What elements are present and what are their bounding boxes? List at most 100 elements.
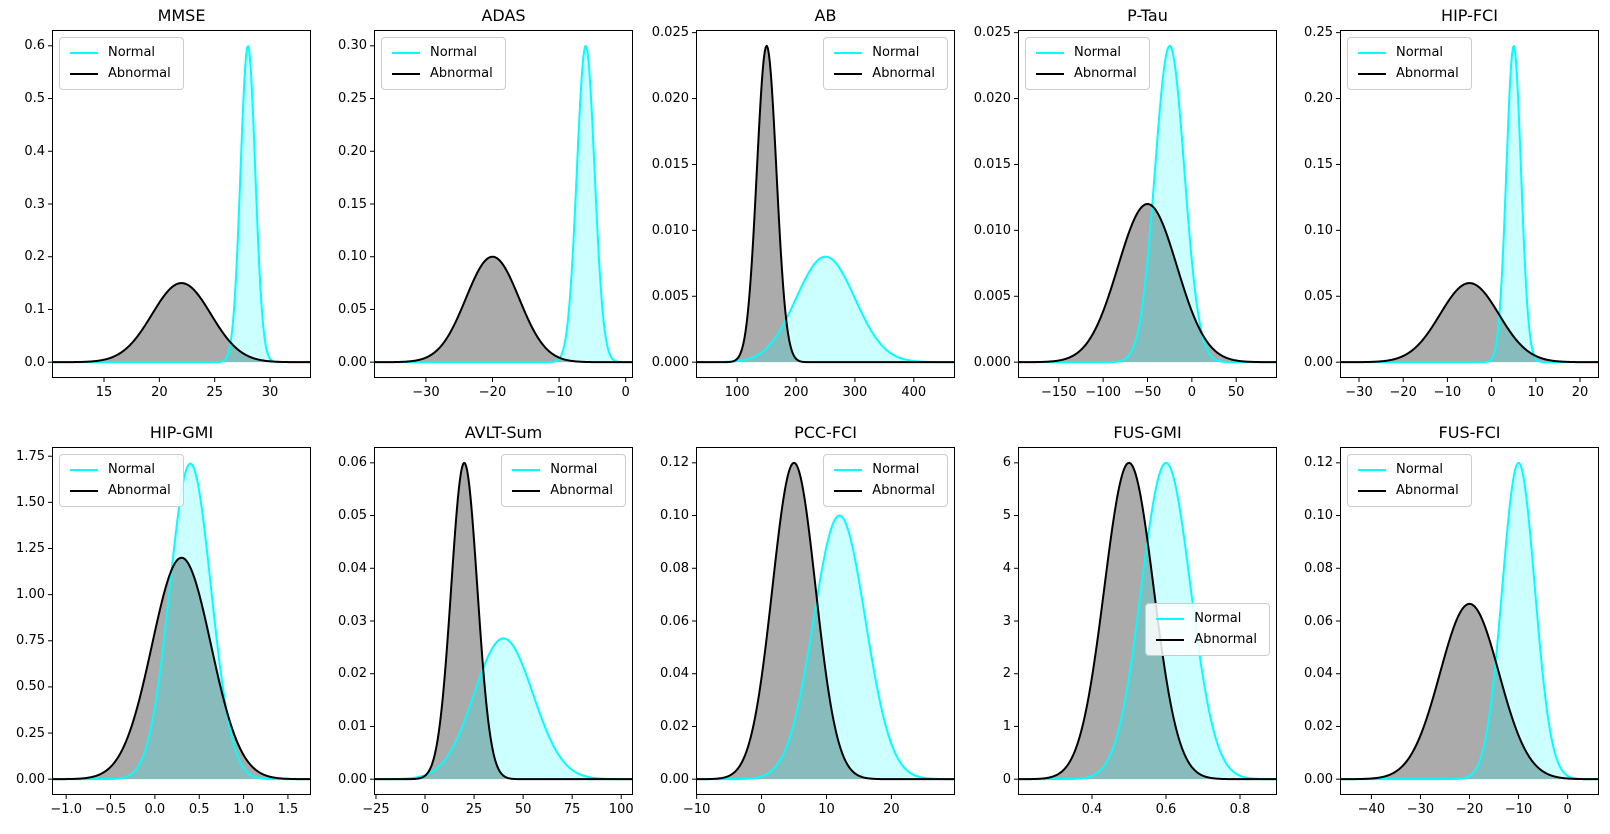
normal-density-fill <box>696 256 955 363</box>
y-tick-label: 0.75 <box>16 633 45 649</box>
axes-frame <box>1018 447 1277 795</box>
subplot-adas: ADAS Normal Abnormal −30 −20 −10 0 0.00 0.05 0… <box>322 0 644 417</box>
x-tick-label: 1.0 <box>233 802 254 817</box>
subplot-title: PCC-FCI <box>794 423 857 442</box>
x-tick-label: −40 <box>1357 802 1386 817</box>
y-tick-label: 0.1 <box>24 301 45 317</box>
y-tick-label: 0.02 <box>660 718 689 734</box>
legend-label-normal: Normal <box>1074 45 1122 60</box>
y-tick-label: 2 <box>1002 666 1011 682</box>
y-tick-label: 0.06 <box>338 455 367 471</box>
x-tick-label: 10 <box>1527 385 1545 400</box>
abnormal-density-line <box>1018 461 1277 781</box>
legend-label-normal: Normal <box>550 462 598 477</box>
legend: Normal Abnormal <box>1347 454 1472 507</box>
legend-row-abnormal: Abnormal <box>70 483 171 499</box>
y-tick-label: 0 <box>1002 771 1011 787</box>
legend-label-normal: Normal <box>430 45 478 60</box>
legend-label-abnormal: Abnormal <box>872 66 935 81</box>
normal-line-swatch-icon <box>392 52 420 54</box>
abnormal-density-fill <box>1018 204 1277 363</box>
y-tick-label: 0.50 <box>16 679 45 695</box>
legend: Normal Abnormal <box>59 454 184 507</box>
y-tick-label: 6 <box>1002 455 1011 471</box>
normal-density-line <box>1340 461 1599 781</box>
y-tick-label: 0.06 <box>660 613 689 629</box>
x-tick-label: −20 <box>478 385 507 400</box>
subplot-title: AB <box>814 6 837 25</box>
y-tick-label: 0.04 <box>1304 666 1333 682</box>
y-tick-label: 0.00 <box>338 354 367 370</box>
x-tick-label: 75 <box>563 802 581 817</box>
legend-row-abnormal: Abnormal <box>1036 66 1137 82</box>
y-tick-label: 0.02 <box>338 666 367 682</box>
legend-label-normal: Normal <box>108 45 156 60</box>
y-tick-label: 0.000 <box>973 354 1011 370</box>
legend: Normal Abnormal <box>1025 37 1150 90</box>
x-tick-label: 30 <box>261 385 279 400</box>
subplot-title: FUS-GMI <box>1113 423 1182 442</box>
plot-canvas <box>1336 447 1599 799</box>
y-tick-label: 1.75 <box>16 448 45 464</box>
legend-label-abnormal: Abnormal <box>1074 66 1137 81</box>
y-tick-label: 0.06 <box>1304 613 1333 629</box>
y-tick-label: 1.00 <box>16 587 45 603</box>
y-tick-label: 0.25 <box>1304 25 1333 41</box>
x-tick-label: 400 <box>901 385 927 400</box>
subplot-p-tau: P-Tau Normal Abnormal −150 −100 −50 0 50 0.00… <box>966 0 1288 417</box>
axes-frame <box>1018 30 1277 378</box>
subplot-title: P-Tau <box>1127 6 1168 25</box>
x-tick-label: −30 <box>1345 385 1373 400</box>
y-tick-label: 0.020 <box>973 91 1011 107</box>
x-tick-label: 0.0 <box>144 802 166 817</box>
legend-row-normal: Normal <box>1156 611 1257 627</box>
y-tick-label: 0.10 <box>1304 508 1333 524</box>
legend-label-normal: Normal <box>1396 45 1444 60</box>
plot-canvas <box>370 447 633 799</box>
y-tick-label: 0.10 <box>338 249 367 265</box>
y-tick-label: 0.25 <box>338 91 367 107</box>
legend: Normal Abnormal <box>823 37 948 90</box>
legend: Normal Abnormal <box>1347 37 1472 90</box>
x-tick-label: 0.4 <box>1081 802 1103 817</box>
subplot-pcc-fci: PCC-FCI Normal Abnormal −10 0 10 20 0.00 0.02… <box>644 417 966 834</box>
y-tick-label: 0.10 <box>660 508 689 524</box>
x-tick-label: −100 <box>1085 385 1121 400</box>
x-tick-label: −0.5 <box>94 802 127 817</box>
y-tick-label: 0.05 <box>1304 288 1333 304</box>
abnormal-density-line <box>52 282 311 364</box>
abnormal-line-swatch-icon <box>1036 73 1064 75</box>
subplot-avlt-sum: AVLT-Sum Normal Abnormal −25 0 25 50 75 100 0.… <box>322 417 644 834</box>
y-tick-label: 3 <box>1002 613 1011 629</box>
legend-label-normal: Normal <box>108 462 156 477</box>
x-tick-label: −50 <box>1133 385 1162 400</box>
subplot-title: ADAS <box>481 6 526 25</box>
normal-line-swatch-icon <box>834 52 863 54</box>
y-tick-label: 0.15 <box>1304 156 1333 172</box>
legend-label-abnormal: Abnormal <box>108 483 171 498</box>
y-tick-label: 0.20 <box>338 143 367 159</box>
axes-frame <box>1340 30 1599 378</box>
normal-line-swatch-icon <box>1036 52 1064 54</box>
y-tick-label: 0.00 <box>16 771 45 787</box>
plot-canvas <box>692 447 955 799</box>
legend-label-abnormal: Abnormal <box>1194 632 1257 647</box>
normal-line-swatch-icon <box>70 469 98 471</box>
x-tick-label: −30 <box>1406 802 1435 817</box>
x-tick-label: 0.8 <box>1229 802 1251 817</box>
abnormal-density-fill <box>52 283 311 363</box>
y-tick-label: 0.12 <box>1304 455 1333 471</box>
legend-label-normal: Normal <box>1194 611 1242 626</box>
y-tick-label: 0.20 <box>1304 91 1333 107</box>
x-tick-label: −20 <box>1455 802 1484 817</box>
x-tick-label: 0.6 <box>1155 802 1177 817</box>
x-tick-label: 15 <box>95 385 113 400</box>
abnormal-density-fill <box>696 462 955 780</box>
x-tick-label: 20 <box>883 802 900 817</box>
y-tick-label: 0.015 <box>973 156 1011 172</box>
y-tick-label: 4 <box>1002 560 1011 576</box>
y-tick-label: 0.3 <box>24 196 45 212</box>
legend-label-abnormal: Abnormal <box>108 66 171 81</box>
legend-row-abnormal: Abnormal <box>512 483 613 499</box>
plot-canvas <box>48 30 311 382</box>
